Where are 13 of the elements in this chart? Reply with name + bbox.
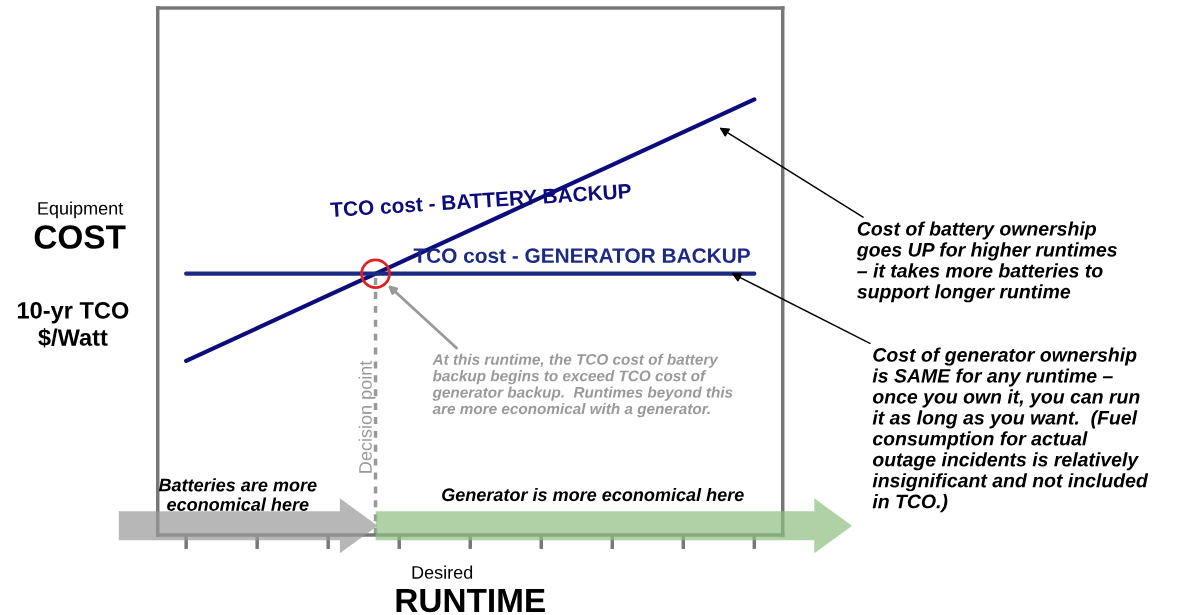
x-axis-title: RUNTIME [396,589,545,613]
annotation: At this runtime, the TCO cost of battery backup begins to exceed TCO cost of generator backup. Runtimes beyond this are more economical with a generator. [432,353,733,418]
text: Desired [412,565,473,579]
text: 10-yr TCO $/Watt [17,302,129,348]
text: Cost of battery ownership goes UP for higher runtimes – it takes more batteries to support longer runtime [856,221,1117,303]
y-axis-title: COST [34,225,126,249]
annotation: Generator is more economical here [442,487,744,502]
series-label: TCO cost - BATTERY BACKUP [330,183,632,218]
text: Decision point [358,360,376,473]
series-label: TCO cost - GENERATOR BACKUP [413,248,750,264]
annotation: Batteries are more economical here [158,478,317,511]
text: Cost of generator ownership is SAME for any runtime – once you own it, you can run it as long as you want. (Fuel consumption for actual outage incidents is relatively insignificant and not included in TCO.) [872,347,1149,513]
text: Equipment [38,201,124,219]
